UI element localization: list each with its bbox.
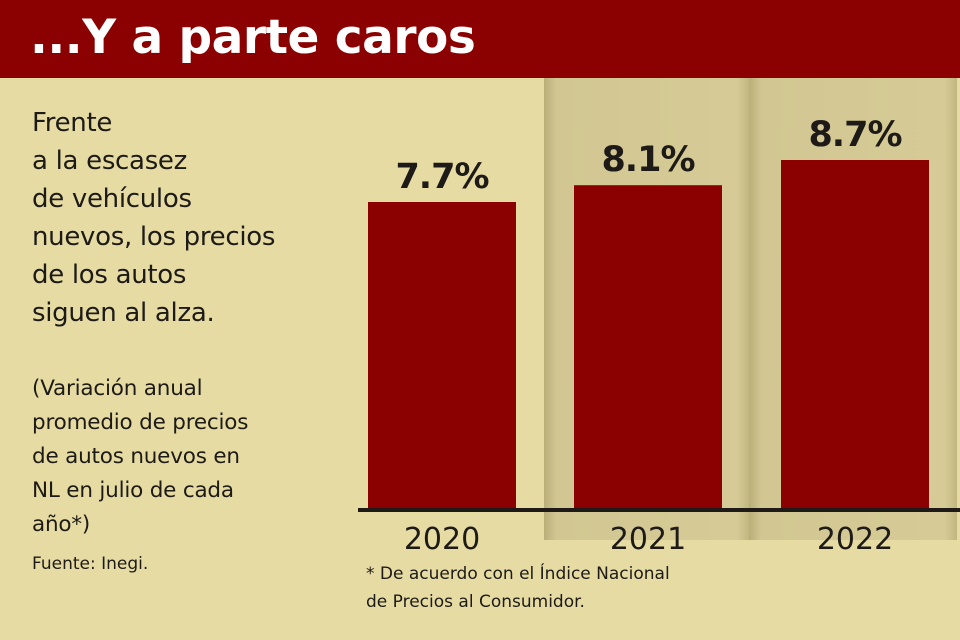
value-label-2022: 8.7%: [808, 115, 901, 155]
bar-2020: [368, 202, 516, 508]
value-label-2021: 8.1%: [601, 140, 694, 180]
description-text: Frente a la escasez de vehículos nuevos,…: [32, 108, 276, 328]
x-axis-baseline: [358, 508, 960, 512]
bar-2021: [574, 185, 722, 508]
source-text: Fuente: Inegi.: [32, 554, 149, 574]
chart-title: ...Y a parte caros: [30, 10, 476, 65]
value-label-2020: 7.7%: [395, 157, 488, 197]
title-banner: ...Y a parte caros: [0, 0, 960, 78]
footnote-text: * De acuerdo con el Índice Nacional de P…: [366, 564, 670, 612]
x-tick-label-2022: 2022: [817, 522, 893, 557]
x-tick-label-2020: 2020: [404, 522, 480, 557]
x-tick-label-2021: 2021: [610, 522, 686, 557]
variation-note: (Variación anual promedio de precios de …: [32, 376, 249, 537]
bar-2022: [781, 160, 929, 508]
